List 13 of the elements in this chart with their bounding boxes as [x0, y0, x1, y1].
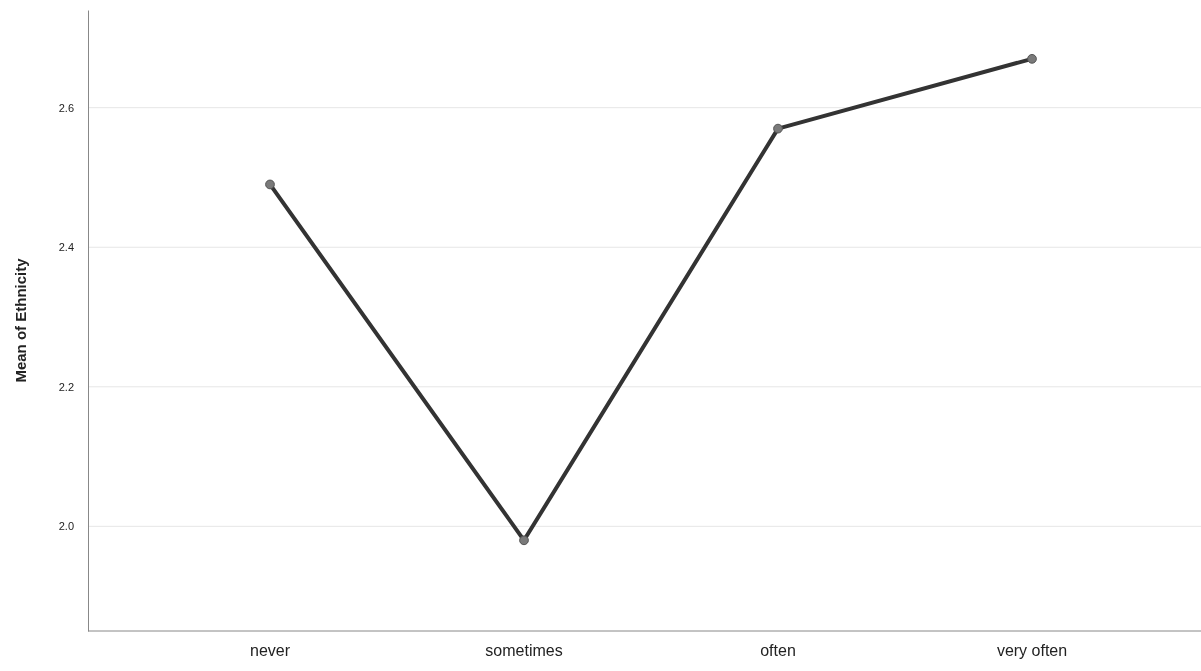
x-tick-label: sometimes [485, 642, 563, 660]
x-tick-label: often [760, 642, 796, 660]
x-tick-label: never [249, 642, 291, 660]
point [773, 123, 783, 134]
x-tick-label: very often [996, 642, 1068, 660]
point [1027, 53, 1037, 64]
y-tick-label: 2.4 [58, 241, 74, 254]
y-axis-title: Mean of Ethnicity [12, 257, 29, 383]
y-tick-label: 2.0 [58, 520, 74, 533]
y-tick-label: 2.6 [58, 101, 74, 114]
y-tick-label: 2.2 [58, 380, 74, 393]
point [519, 535, 529, 546]
point [265, 179, 275, 190]
